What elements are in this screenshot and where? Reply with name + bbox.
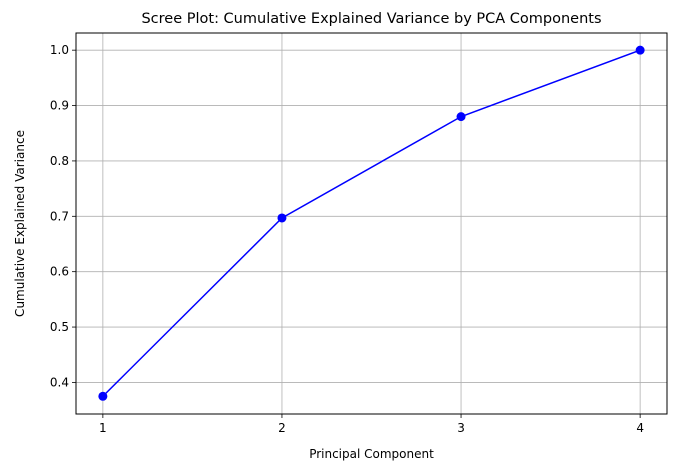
x-axis-title: Principal Component xyxy=(309,447,434,461)
chart-title: Scree Plot: Cumulative Explained Varianc… xyxy=(141,11,601,27)
data-point-marker xyxy=(277,213,287,223)
y-axis-ticks: 0.4 0.5 0.6 0.7 0.8 0.9 1.0 xyxy=(50,43,76,389)
series-layer xyxy=(98,45,645,401)
x-tick-label: 1 xyxy=(99,421,107,435)
series-line xyxy=(102,49,641,397)
y-tick-label: 0.8 xyxy=(50,154,69,168)
data-point-marker xyxy=(98,391,108,401)
y-axis-title: Cumulative Explained Variance xyxy=(13,130,27,317)
x-tick-label: 3 xyxy=(457,421,465,435)
y-tick-label: 0.9 xyxy=(50,99,69,113)
y-tick-label: 0.6 xyxy=(50,265,69,279)
x-tick-label: 2 xyxy=(278,421,286,435)
y-tick-label: 1.0 xyxy=(50,43,69,57)
y-tick-label: 0.4 xyxy=(50,375,69,389)
y-tick-label: 0.5 xyxy=(50,320,69,334)
grid-lines xyxy=(76,33,667,414)
y-tick-label: 0.7 xyxy=(50,209,69,223)
x-tick-label: 4 xyxy=(636,421,644,435)
data-point-marker xyxy=(635,45,645,55)
x-axis-ticks: 1 2 3 4 xyxy=(99,414,644,435)
data-point-marker xyxy=(456,112,466,122)
plot-area-frame xyxy=(75,32,668,415)
